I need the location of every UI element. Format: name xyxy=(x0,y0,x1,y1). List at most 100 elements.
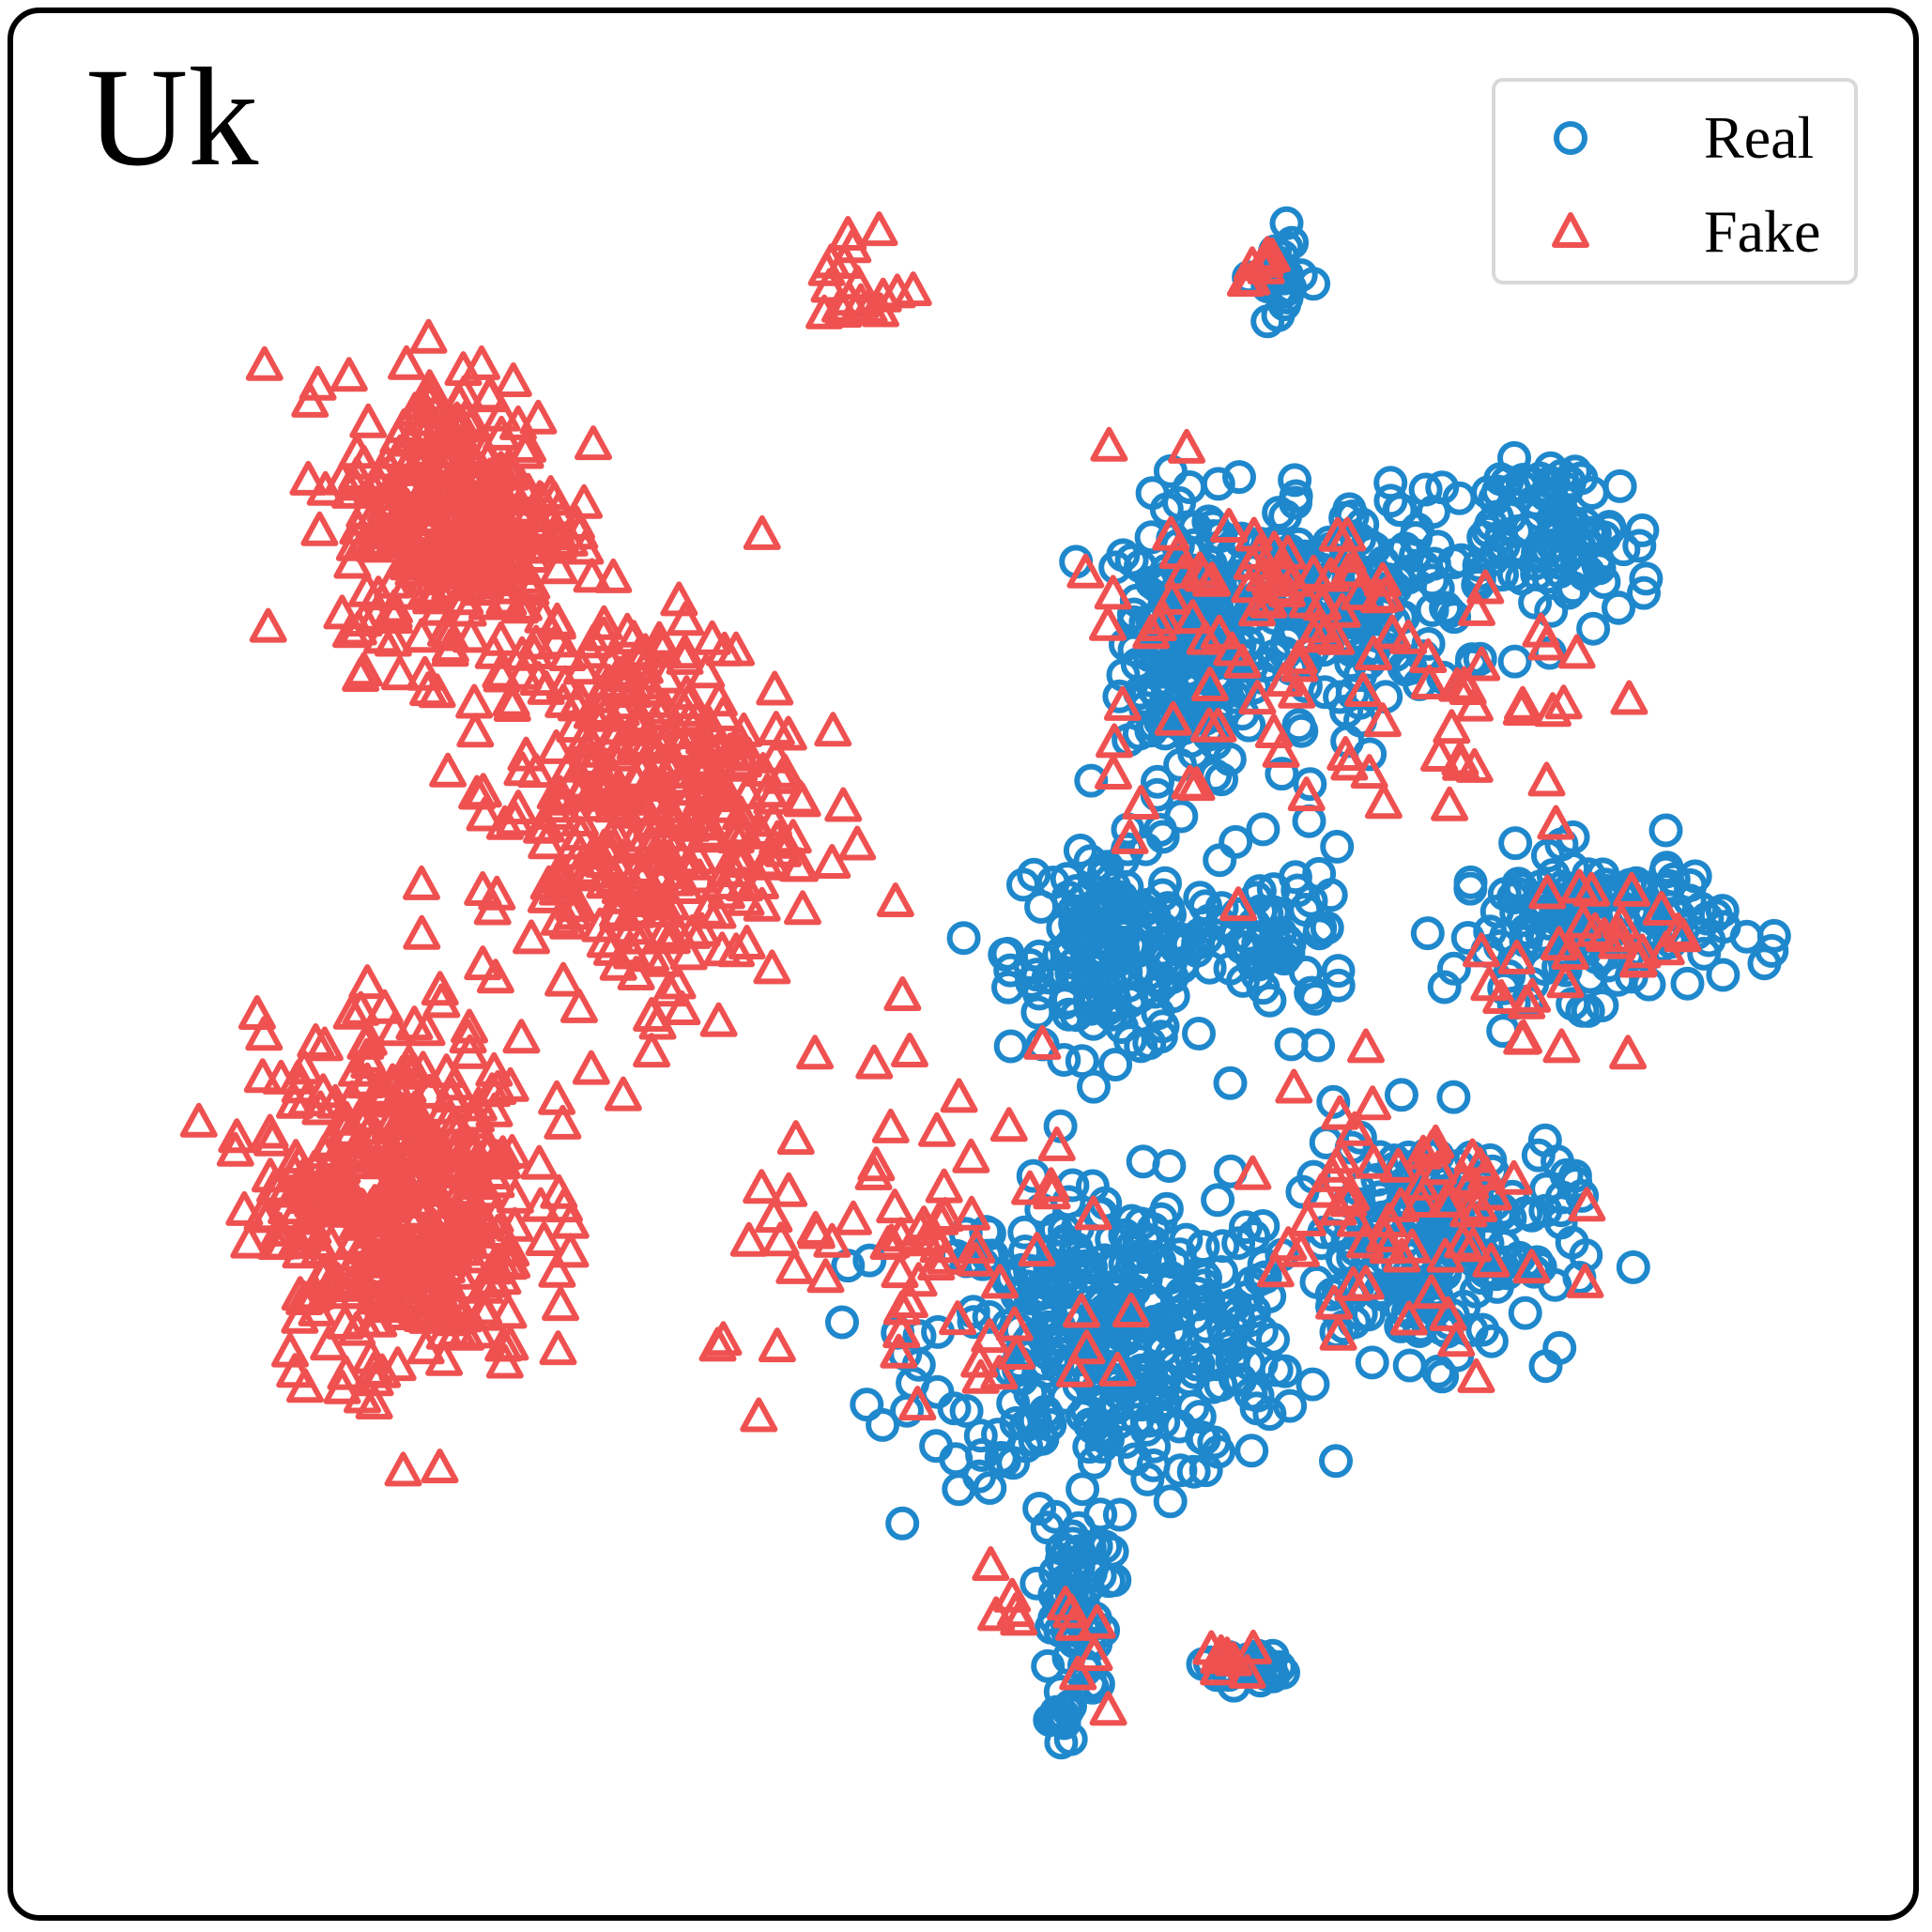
real-point xyxy=(1392,1348,1427,1383)
fake-point xyxy=(1215,1641,1252,1677)
fake-point xyxy=(1438,667,1477,702)
fake-point xyxy=(1168,428,1206,464)
real-point xyxy=(1519,483,1554,518)
real-point xyxy=(1571,993,1605,1028)
fake-point xyxy=(1249,236,1286,271)
fake-point xyxy=(483,415,521,451)
fake-point xyxy=(482,653,520,689)
real-point xyxy=(1204,907,1238,942)
fake-point xyxy=(560,988,598,1023)
fake-point xyxy=(882,1313,921,1349)
real-point xyxy=(1038,1556,1073,1590)
fake-point xyxy=(1199,707,1237,743)
fake-point xyxy=(1433,709,1471,744)
fake-point xyxy=(395,1005,434,1041)
fake-point xyxy=(456,713,495,748)
real-point xyxy=(1221,1226,1256,1261)
fake-point xyxy=(1265,551,1302,587)
fake-point xyxy=(1502,691,1541,726)
fake-point xyxy=(1602,904,1641,940)
real-point xyxy=(1031,1648,1066,1683)
real-point xyxy=(1104,1010,1139,1044)
real-point xyxy=(1204,1255,1238,1289)
fake-point xyxy=(466,433,504,468)
fake-point xyxy=(1122,785,1160,820)
real-point xyxy=(1281,708,1316,743)
fake-point xyxy=(1497,939,1536,974)
real-point xyxy=(1497,644,1532,679)
real-point xyxy=(1237,1294,1272,1328)
fake-point xyxy=(871,1108,910,1143)
fake-point xyxy=(279,1059,317,1095)
fake-point xyxy=(1075,1636,1113,1671)
real-point xyxy=(1557,454,1592,489)
fake-point xyxy=(1281,1232,1320,1267)
fake-point xyxy=(925,1168,963,1204)
fake-point xyxy=(796,1035,835,1070)
fake-point xyxy=(410,544,449,580)
fake-point xyxy=(243,1058,282,1094)
real-point xyxy=(1014,964,1049,999)
fake-point xyxy=(333,544,372,579)
real-point xyxy=(1549,1158,1584,1192)
real-point xyxy=(1239,1391,1274,1426)
real-point xyxy=(1062,896,1096,930)
panel-label: Uk xyxy=(86,39,259,195)
real-point xyxy=(1528,1349,1563,1384)
fake-point xyxy=(345,652,383,687)
fake-point xyxy=(432,1152,470,1188)
real-point xyxy=(1046,1227,1081,1262)
fake-point xyxy=(864,277,902,313)
fake-point xyxy=(346,1137,385,1173)
real-point xyxy=(1201,1183,1235,1218)
real-point xyxy=(1135,476,1170,511)
fake-point xyxy=(1255,530,1294,566)
real-point xyxy=(1278,860,1312,895)
fake-point xyxy=(1412,1274,1450,1310)
fake-point xyxy=(755,1198,793,1234)
fake-point xyxy=(1256,1252,1295,1288)
fake-point xyxy=(1052,1593,1091,1629)
real-point xyxy=(1410,916,1445,951)
real-point xyxy=(1222,460,1256,495)
fake-point xyxy=(411,432,450,468)
fake-point xyxy=(660,581,698,617)
real-point xyxy=(1587,565,1621,599)
fake-point xyxy=(1572,871,1611,907)
fake-point xyxy=(1210,508,1249,543)
fake-point xyxy=(1164,554,1203,590)
fake-point xyxy=(630,763,667,799)
fake-point xyxy=(585,605,623,640)
real-point xyxy=(1035,960,1069,995)
real-point xyxy=(1215,590,1250,625)
fake-point xyxy=(339,610,377,646)
fake-point xyxy=(445,375,483,410)
real-point xyxy=(1572,959,1607,994)
real-point xyxy=(885,1506,920,1541)
real-point xyxy=(1296,975,1330,1010)
fake-point xyxy=(406,655,444,691)
fake-point xyxy=(898,1386,937,1421)
fake-point xyxy=(1186,620,1224,655)
fake-point xyxy=(1551,935,1589,970)
fake-point xyxy=(538,857,576,893)
fake-point xyxy=(743,514,781,550)
real-point xyxy=(1130,1462,1165,1496)
fake-point xyxy=(1460,1187,1498,1222)
fake-point xyxy=(271,1332,309,1368)
fake-point xyxy=(281,1298,319,1334)
fake-point xyxy=(378,1346,417,1382)
fake-point xyxy=(447,1315,485,1351)
real-point xyxy=(1278,463,1312,498)
fake-point xyxy=(503,751,542,787)
real-point xyxy=(1690,901,1725,936)
fake-point xyxy=(573,558,611,593)
real-point xyxy=(1273,1388,1308,1423)
real-point xyxy=(1136,1225,1171,1260)
fake-point xyxy=(459,1165,498,1201)
fake-point xyxy=(698,1326,737,1362)
real-point xyxy=(1316,1084,1351,1119)
fake-point xyxy=(1329,1182,1368,1218)
fake-point xyxy=(958,1229,996,1264)
real-point xyxy=(1152,1149,1187,1183)
